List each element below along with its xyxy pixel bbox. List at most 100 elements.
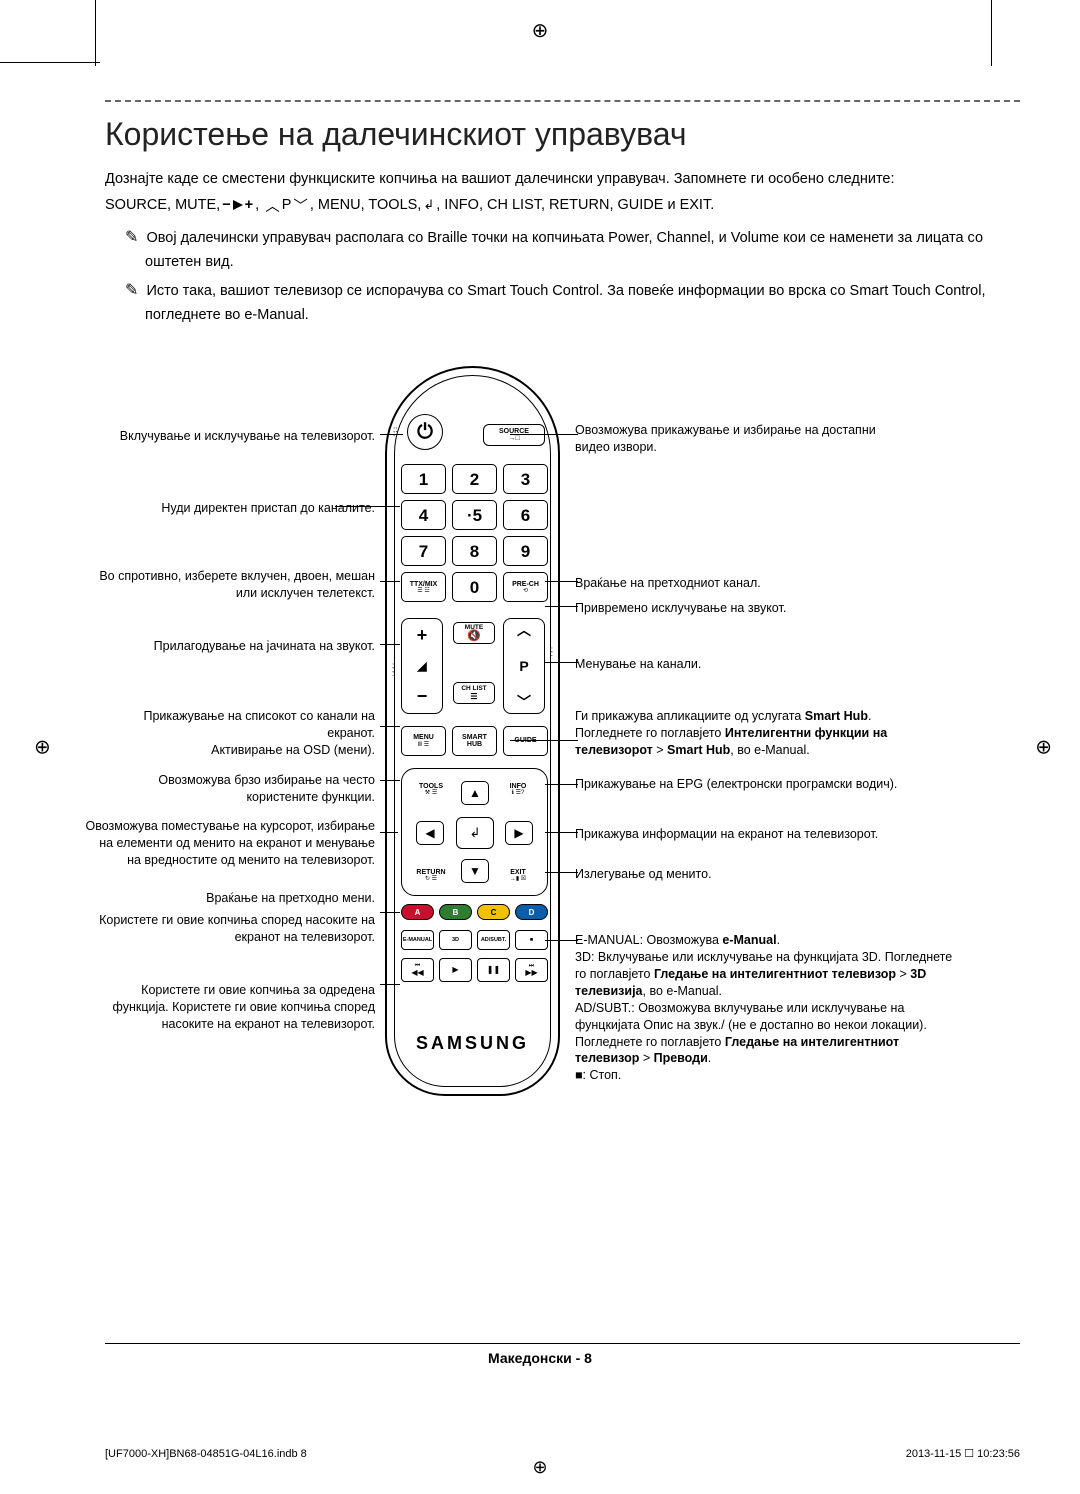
color-c-button[interactable]: C [477, 904, 510, 920]
dpad-frame: TOOLS⚒ ☰ INFOℹ ☰? RETURN↻ ☰ EXIT→▮ ☒ ▲ ▼… [401, 768, 548, 896]
number-pad: 1 2 3 4 ·5 6 7 8 9 TTX/MIX ☰ ☳ 0 PRE-CH … [401, 464, 548, 602]
callout-smarthub: Ги прикажува апликациите од услугата Sma… [575, 708, 935, 759]
ttx-mix-button[interactable]: TTX/MIX ☰ ☳ [401, 572, 446, 602]
leader-line [380, 434, 403, 435]
mute-button[interactable]: MUTE 🔇 [453, 622, 495, 644]
callout-source: Овозможува прикажување и избирање на дос… [575, 422, 895, 456]
section-divider [105, 100, 1020, 102]
callout-info: Прикажува информации на екранот на телев… [575, 826, 915, 843]
info-button[interactable]: INFOℹ ☰? [495, 775, 541, 803]
leader-line [545, 581, 578, 582]
num-4-button[interactable]: 4 [401, 500, 446, 530]
volume-rocker[interactable]: + ◢ − [401, 618, 443, 714]
dpad-up[interactable]: ▲ [461, 781, 489, 805]
braille-dots: ::: [392, 664, 394, 676]
guide-button[interactable]: GUIDE [503, 726, 548, 756]
playback-row: ⏮◀◀ ▶ ❚❚ ⏭▶▶ [401, 958, 548, 982]
dpad-down[interactable]: ▼ [461, 859, 489, 883]
3d-button[interactable]: 3D [439, 930, 472, 950]
vol-icon: ◢ [417, 659, 426, 673]
callout-playback: Користете ги овие копчиња за одредена фу… [85, 982, 375, 1033]
num-0-button[interactable]: 0 [452, 572, 497, 602]
registration-mark: ⊕ [532, 1457, 547, 1478]
callout-chlist: Прикажување на списокот со канали на екр… [95, 708, 375, 759]
stop-button[interactable]: ■ [515, 930, 548, 950]
leader-line [380, 581, 400, 582]
leader-line [545, 872, 578, 873]
leader-line [380, 912, 400, 913]
crop-mark [991, 0, 992, 66]
smart-hub-button[interactable]: SMARTHUB [452, 726, 497, 756]
page-title: Користење на далечинскиот управувач [105, 116, 1020, 153]
fast-forward-button[interactable]: ⏭▶▶ [515, 958, 548, 982]
vol-up-icon: + [417, 625, 428, 646]
callout-mute: Привремено исклучување на звукот. [575, 600, 875, 617]
callout-colors: Користете ги овие копчиња според насокит… [85, 912, 375, 946]
callout-power: Вклучување и исклучување на телевизорот. [110, 428, 375, 445]
callout-ttx: Во спротивно, изберете вклучен, двоен, м… [95, 568, 375, 602]
color-a-button[interactable]: A [401, 904, 434, 920]
color-b-button[interactable]: B [439, 904, 472, 920]
ch-list-button[interactable]: CH LIST ☰ [453, 682, 495, 704]
callout-tools: Овозможува брзо избирање на често корист… [110, 772, 375, 806]
leader-line [545, 832, 578, 833]
exit-button[interactable]: EXIT→▮ ☒ [495, 861, 541, 889]
num-1-button[interactable]: 1 [401, 464, 446, 494]
registration-mark: ⊕ [1035, 735, 1052, 760]
ch-down-icon: ﹀ [517, 695, 531, 709]
keyline-mid: , MENU, TOOLS, [310, 197, 421, 213]
crop-mark [95, 0, 96, 66]
callout-numbers: Нуди директен пристап до каналите. [110, 500, 375, 517]
channel-rocker[interactable]: ︿ P ﹀ [503, 618, 545, 714]
function-row: E-MANUAL 3D AD/SUBT. ■ [401, 930, 548, 950]
leader-line [380, 984, 400, 985]
registration-mark: ⊕ [34, 735, 51, 760]
leader-line [380, 644, 400, 645]
footer-file: [UF7000-XH]BN68-04851G-04L16.indb 8 [105, 1448, 307, 1460]
callout-function-row: E-MANUAL: Овозможува e-Manual. 3D: Вклуч… [575, 932, 955, 1084]
pause-button[interactable]: ❚❚ [477, 958, 510, 982]
num-2-button[interactable]: 2 [452, 464, 497, 494]
leader-line [510, 740, 578, 741]
leader-line [380, 780, 400, 781]
return-button[interactable]: RETURN↻ ☰ [408, 861, 454, 889]
ad-subt-button[interactable]: AD/SUBT. [477, 930, 510, 950]
tools-button[interactable]: TOOLS⚒ ☰ [408, 775, 454, 803]
leader-line [380, 832, 398, 833]
menu-button[interactable]: MENUⅢ ☰ [401, 726, 446, 756]
braille-dots: :: [551, 648, 553, 656]
leader-line [545, 940, 578, 941]
ch-up-icon: ︿ [517, 623, 531, 637]
callout-dpad: Овозможува поместување на курсорот, изби… [85, 818, 375, 869]
keyline-prefix: SOURCE, MUTE, [105, 197, 220, 213]
color-d-button[interactable]: D [515, 904, 548, 920]
num-5-button[interactable]: ·5 [452, 500, 497, 530]
callout-volume: Прилагодување на јачината на звукот. [110, 638, 375, 655]
ok-button[interactable]: ↲ [456, 817, 494, 849]
keyline-suffix: , INFO, CH LIST, RETURN, GUIDE и EXIT. [436, 197, 714, 213]
e-manual-button[interactable]: E-MANUAL [401, 930, 434, 950]
num-9-button[interactable]: 9 [503, 536, 548, 566]
callout-prech: Враќање на претходниот канал. [575, 575, 875, 592]
intro-text: Дознајте каде се сместени функциските ко… [105, 169, 1020, 191]
leader-line [545, 784, 578, 785]
page-number: Македонски - 8 [0, 1350, 1080, 1366]
brand-label: SAMSUNG [387, 1033, 558, 1054]
callout-guide: Прикажување на EPG (електронски програмс… [575, 776, 915, 793]
footer-date: 2013-11-15 ☐ 10:23:56 [906, 1447, 1020, 1460]
crop-mark [0, 62, 100, 63]
rewind-button[interactable]: ⏮◀◀ [401, 958, 434, 982]
num-3-button[interactable]: 3 [503, 464, 548, 494]
num-7-button[interactable]: 7 [401, 536, 446, 566]
vol-down-icon: − [417, 686, 428, 707]
remote-diagram: ::: ⏻ SOURCE →□ 1 2 3 4 ·5 6 7 8 9 TTX/M… [105, 366, 1015, 1186]
num-8-button[interactable]: 8 [452, 536, 497, 566]
pre-ch-button[interactable]: PRE-CH ⟲ [503, 572, 548, 602]
leader-line [510, 434, 578, 435]
ch-label: P [519, 658, 528, 674]
play-button[interactable]: ▶ [439, 958, 472, 982]
dpad-left[interactable]: ◀ [416, 821, 444, 845]
source-button[interactable]: SOURCE →□ [483, 424, 545, 446]
dpad-right[interactable]: ▶ [505, 821, 533, 845]
num-6-button[interactable]: 6 [503, 500, 548, 530]
